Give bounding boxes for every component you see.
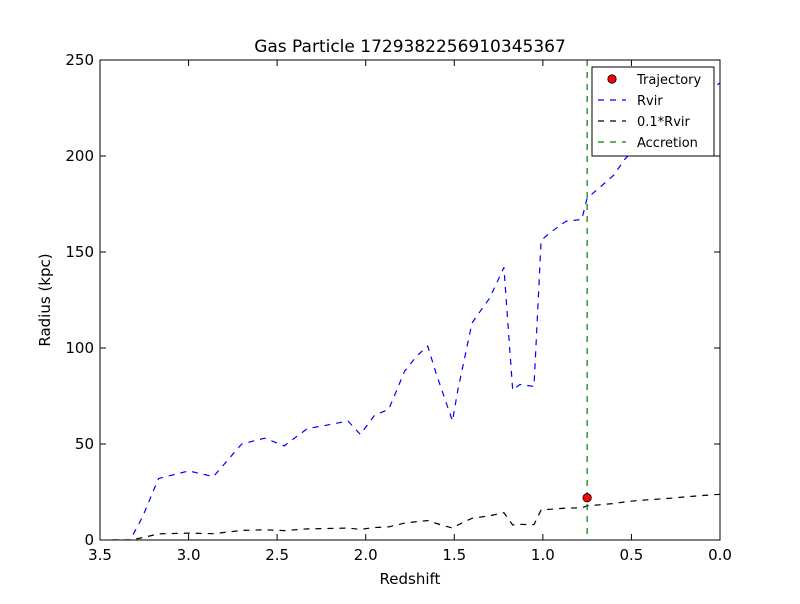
series-line-rvir bbox=[112, 82, 720, 540]
legend-label: 0.1*Rvir bbox=[637, 115, 691, 130]
x-tick-label: 0.5 bbox=[619, 546, 643, 564]
trajectory-point-0 bbox=[582, 493, 592, 503]
x-tick-label: 1.0 bbox=[531, 546, 555, 564]
legend-label: Accretion bbox=[637, 136, 698, 151]
series-line-rvir-tenth bbox=[112, 493, 720, 540]
y-tick-label: 0 bbox=[84, 531, 94, 549]
x-tick-label: 2.5 bbox=[265, 546, 289, 564]
legend-label: Trajectory bbox=[636, 73, 701, 88]
plot-layer bbox=[112, 60, 720, 540]
x-axis-label: Redshift bbox=[380, 570, 441, 588]
x-tick-label: 3.0 bbox=[177, 546, 201, 564]
y-tick-label: 50 bbox=[75, 435, 94, 453]
x-tick-label: 1.5 bbox=[442, 546, 466, 564]
y-tick-label: 100 bbox=[65, 339, 94, 357]
legend-marker-trajectory bbox=[607, 74, 617, 84]
y-tick-label: 250 bbox=[65, 51, 94, 69]
chart-title: Gas Particle 1729382256910345367 bbox=[254, 37, 566, 57]
x-tick-label: 0.0 bbox=[708, 546, 732, 564]
x-tick-label: 3.5 bbox=[88, 546, 112, 564]
y-tick-label: 200 bbox=[65, 147, 94, 165]
axes-layer: 3.5 3.0 2.5 2.0 1.5 1.0 0.5 0.0 0 50 100 150 200 250 bbox=[65, 51, 732, 564]
legend-label: Rvir bbox=[637, 94, 663, 109]
plot-frame bbox=[99, 59, 721, 541]
legend: Trajectory Rvir 0.1*Rvir Accretion bbox=[591, 66, 715, 157]
y-tick-label: 150 bbox=[65, 243, 94, 261]
y-axis-label: Radius (kpc) bbox=[36, 253, 54, 346]
x-tick-label: 2.0 bbox=[354, 546, 378, 564]
